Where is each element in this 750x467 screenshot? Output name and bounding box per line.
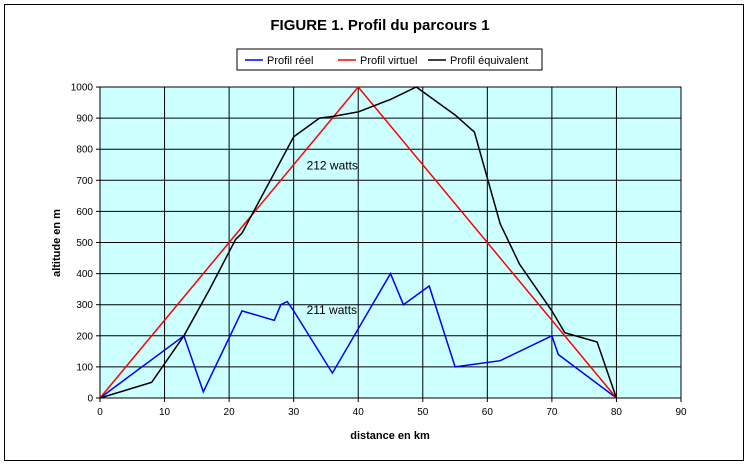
y-axis-ticks: 0 100 200 300 400 500 600 700 800 900 1000 [71, 83, 100, 405]
legend-label-2: Profil équivalent [450, 55, 528, 67]
y-tick-label: 700 [76, 176, 93, 187]
annotations: 212 watts 211 watts [307, 158, 358, 317]
y-tick-label: 400 [76, 269, 93, 280]
series-line-2 [99, 86, 618, 399]
legend: Profil réel Profil virtuel Profil équivale… [236, 48, 543, 71]
y-tick-label: 600 [76, 207, 93, 218]
x-axis-label: distance en km [350, 430, 430, 442]
legend-label-0: Profil réel [267, 55, 313, 67]
y-tick-label: 900 [76, 114, 93, 125]
x-tick-label: 20 [224, 407, 236, 418]
x-tick-label: 30 [288, 407, 300, 418]
grid [99, 86, 682, 399]
x-tick-label: 40 [353, 407, 365, 418]
y-tick-label: 200 [76, 331, 93, 342]
y-tick-label: 300 [76, 300, 93, 311]
y-tick-label: 500 [76, 238, 93, 249]
y-axis-label: altitude en m [51, 209, 63, 277]
x-axis-ticks: 0 10 20 30 40 50 60 70 80 90 [97, 398, 687, 418]
series-lines [99, 85, 618, 399]
x-tick-label: 90 [675, 407, 687, 418]
chart-title: FIGURE 1. Profil du parcours 1 [270, 17, 489, 34]
y-tick-label: 800 [76, 145, 93, 156]
x-tick-label: 0 [97, 407, 103, 418]
annotation-1: 211 watts [307, 303, 357, 317]
legend-label-1: Profil virtuel [360, 55, 417, 67]
x-tick-label: 80 [611, 407, 623, 418]
x-tick-label: 50 [417, 407, 429, 418]
y-tick-label: 1000 [71, 83, 94, 94]
x-tick-label: 70 [546, 407, 558, 418]
series-line-0 [99, 271, 617, 399]
annotation-0: 212 watts [307, 158, 358, 172]
x-tick-label: 10 [159, 407, 171, 418]
series-line-1 [99, 85, 617, 399]
y-tick-label: 100 [76, 362, 93, 373]
legend-box [236, 48, 543, 71]
x-tick-label: 60 [482, 407, 494, 418]
y-tick-label: 0 [87, 394, 93, 405]
